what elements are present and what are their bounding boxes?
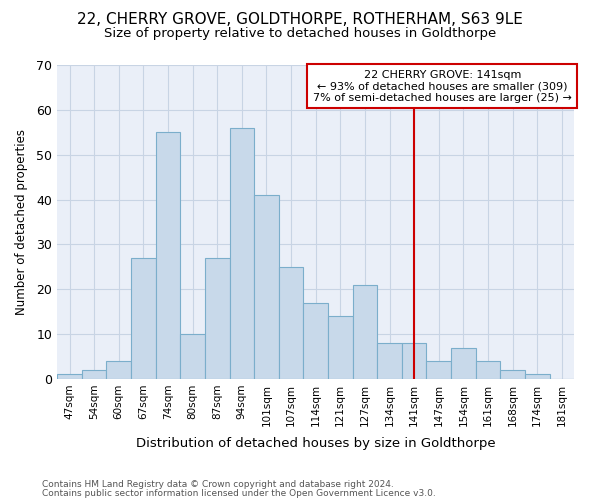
- Text: Size of property relative to detached houses in Goldthorpe: Size of property relative to detached ho…: [104, 28, 496, 40]
- Bar: [230, 128, 254, 379]
- Text: Contains HM Land Registry data © Crown copyright and database right 2024.: Contains HM Land Registry data © Crown c…: [42, 480, 394, 489]
- Bar: [427, 361, 451, 379]
- Bar: [254, 195, 279, 379]
- Bar: [205, 258, 230, 379]
- Y-axis label: Number of detached properties: Number of detached properties: [15, 129, 28, 315]
- Bar: [131, 258, 155, 379]
- Bar: [451, 348, 476, 379]
- Bar: [57, 374, 82, 379]
- Bar: [106, 361, 131, 379]
- Bar: [279, 267, 304, 379]
- Bar: [328, 316, 353, 379]
- Bar: [500, 370, 525, 379]
- Bar: [180, 334, 205, 379]
- Text: 22 CHERRY GROVE: 141sqm
← 93% of detached houses are smaller (309)
7% of semi-de: 22 CHERRY GROVE: 141sqm ← 93% of detache…: [313, 70, 572, 103]
- Bar: [353, 284, 377, 379]
- Bar: [476, 361, 500, 379]
- Text: 22, CHERRY GROVE, GOLDTHORPE, ROTHERHAM, S63 9LE: 22, CHERRY GROVE, GOLDTHORPE, ROTHERHAM,…: [77, 12, 523, 28]
- Bar: [525, 374, 550, 379]
- Text: Contains public sector information licensed under the Open Government Licence v3: Contains public sector information licen…: [42, 488, 436, 498]
- Bar: [402, 343, 427, 379]
- Bar: [155, 132, 180, 379]
- Bar: [377, 343, 402, 379]
- Bar: [82, 370, 106, 379]
- Bar: [304, 302, 328, 379]
- X-axis label: Distribution of detached houses by size in Goldthorpe: Distribution of detached houses by size …: [136, 437, 496, 450]
